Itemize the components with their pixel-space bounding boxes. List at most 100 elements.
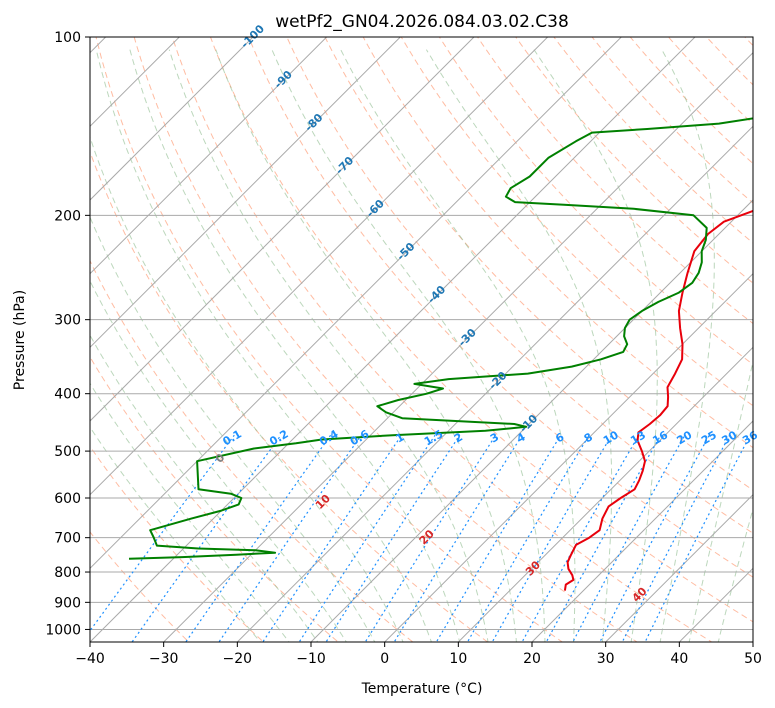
mixing-ratio-line [572,434,686,642]
isotherm-line [383,272,753,642]
background-line-label: 25 [699,428,719,447]
isotherm-line [531,420,753,642]
background-line-label: 20 [417,527,437,547]
isotherm-line [310,199,753,642]
dry-adiabat-line [324,37,753,491]
dry-adiabat-line [438,37,753,366]
dry-adiabat-line [400,37,753,407]
x-tick-label: 50 [744,651,762,667]
mixing-ratio-line [364,434,497,642]
y-tick-label: 500 [54,444,81,460]
y-tick-label: 600 [54,491,81,507]
mixing-ratio-line [218,434,362,642]
y-axis-ticks: 1000 900 800 700 600 500 400 300 200 100 [45,30,90,638]
y-tick-label: 1000 [45,622,81,638]
background-line-label: 16 [650,428,670,447]
background-line-label: 13 [628,428,648,447]
isotherm-line [90,37,328,275]
y-tick-label: 900 [54,595,81,611]
mixing-ratio-line [131,434,282,642]
background-line-label: 1 [394,430,407,445]
dry-adiabat-line [133,37,638,642]
dry-adiabat-line [362,37,753,449]
dry-adiabat-line [209,37,753,623]
isotherm-line [0,10,59,654]
mixing-ratio-line [298,434,436,642]
moist-adiabat-line [271,49,546,642]
moist-adiabat-line [425,49,613,642]
dry-adiabat-line [95,37,564,642]
background-line-label: 30 [720,428,740,447]
chart-title: wetPf2_GN04.2026.084.03.02.C38 [275,12,569,32]
dry-adiabat-line [90,356,339,642]
x-tick-label: −40 [75,651,105,667]
moist-adiabat-line [90,215,376,642]
background-line-label: 10 [601,428,621,447]
x-tick-label: −10 [296,651,326,667]
dry-adiabat-line [90,531,190,642]
mixing-ratio-line [599,434,710,642]
dry-adiabat-line [591,37,753,204]
x-tick-label: −20 [223,651,253,667]
background-line-label: 10 [313,492,333,512]
dry-adiabat-line [515,37,753,284]
mixing-ratio-line [185,434,332,642]
moist-adiabat-line [90,426,261,642]
background-line-label: 0 [213,451,228,466]
dry-adiabat-line [171,37,713,642]
y-tick-label: 700 [54,531,81,547]
isotherm-line [90,37,181,128]
isotherm-line [752,641,753,642]
mixing-ratio-line [644,434,751,642]
dry-adiabat-line [476,37,753,325]
background-lines [0,10,753,654]
moist-adiabat-line [90,382,290,642]
mixing-ratio-line [621,434,731,642]
moist-adiabat-line [215,49,518,642]
mixing-ratio-line [491,434,613,642]
dry-adiabat-line [90,150,489,642]
dry-adiabat-line [90,259,414,642]
background-line-label: 0.4 [317,427,341,448]
moist-adiabat-line [717,506,753,642]
plot-frame [89,36,754,643]
isotherm-line [90,37,402,349]
dewpoint-profile-line [128,117,753,560]
mixing-ratio-line [90,434,235,632]
mixing-ratio-line [262,434,403,642]
moist-adiabat-line [340,49,576,642]
x-axis-label: Temperature (°C) [361,681,483,697]
isotherm-line [236,125,753,642]
isotherm-line [457,346,753,642]
temperature-profile-line [563,209,753,591]
moist-adiabat-line [688,358,753,642]
isotherm-line [678,567,753,642]
moist-adiabat-line [659,49,715,642]
dry-adiabat-line [553,37,753,244]
mixing-ratio-line [325,434,461,642]
x-tick-label: 0 [380,651,389,667]
x-tick-label: −30 [149,651,179,667]
moist-adiabat-line [90,135,404,642]
isotherm-line [90,37,475,422]
isotherm-line [162,51,753,642]
y-tick-label: 100 [54,30,81,46]
mixing-ratio-line [545,434,662,642]
background-line-label: -80 [302,111,325,134]
x-axis-ticks: −40 −30 −20 −10 0 10 20 30 40 50 [75,642,762,667]
x-tick-label: 30 [597,651,615,667]
background-line-label: 30 [523,558,543,578]
moist-adiabat-line [168,49,489,642]
mixing-ratio-line [435,434,562,642]
moist-adiabat-line [95,49,432,642]
y-tick-label: 400 [54,387,81,403]
dry-adiabat-line [286,37,753,534]
mixing-ratio-line [393,434,523,642]
dry-adiabat-line [667,37,753,125]
isotherm-line [90,37,254,201]
background-line-label: 3 [488,430,501,445]
background-line-label: 20 [675,428,695,447]
y-tick-label: 200 [54,208,81,224]
background-line-label: 0.6 [348,427,372,448]
